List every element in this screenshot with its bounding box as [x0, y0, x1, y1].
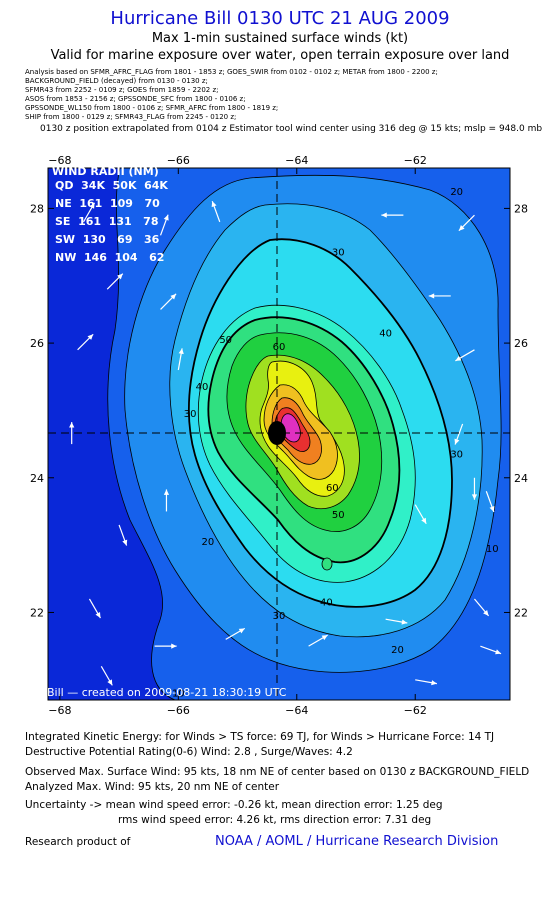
- uncertainty-line-2: rms wind speed error: 4.26 kt, rms direc…: [118, 814, 432, 826]
- x-tick-label-top: −64: [285, 154, 308, 167]
- wind-radii-row-se: SE 161 131 78: [55, 215, 158, 228]
- chart-subtitle-exposure: Valid for marine exposure over water, op…: [50, 48, 510, 63]
- y-tick-label-left: 22: [30, 606, 44, 619]
- source-line: SHIP from 1800 - 0129 z; SFMR43_FLAG fro…: [25, 113, 237, 121]
- x-tick-label-top: −66: [167, 154, 190, 167]
- source-line: ASOS from 1853 - 2156 z; GPSSONDE_SFC fr…: [25, 95, 246, 103]
- wind-arrow: [159, 214, 169, 236]
- wind-arrow: [415, 679, 438, 686]
- research-label: Research product of: [25, 836, 131, 848]
- wind-arrows: [69, 200, 502, 686]
- chart-subtitle-winds: Max 1-min sustained surface winds (kt): [151, 31, 409, 46]
- contour-label: 40: [196, 382, 209, 393]
- y-tick-label-left: 26: [30, 337, 44, 350]
- wind-arrow: [163, 489, 170, 512]
- wind-arrow: [211, 200, 221, 223]
- contour-label: 20: [202, 537, 215, 548]
- noaa-credit-link[interactable]: NOAA / AOML / Hurricane Research Divisio…: [215, 834, 499, 849]
- wind-arrow: [160, 293, 177, 310]
- wind-radii-table: WIND RADII (NM) QD 34K 50K 64K NE 161 10…: [52, 165, 168, 264]
- wind-arrow: [225, 627, 246, 640]
- contour-label: 60: [326, 483, 339, 494]
- credit-label: Bill — created on 2009-08-21 18:30:19 UT…: [47, 686, 287, 699]
- wind-arrow: [485, 491, 495, 513]
- chart-title: Hurricane Bill 0130 UTC 21 AUG 2009: [110, 8, 450, 29]
- contour-label: 40: [379, 328, 392, 339]
- wind-radii-heading: WIND RADII (NM): [52, 165, 159, 178]
- contour-label: 30: [273, 611, 286, 622]
- axis-ticks: −68 −68 −66 −66 −64 −64 −62 −62 22 22 24 24 26 26 28 28: [30, 154, 528, 717]
- wind-arrow: [100, 666, 113, 686]
- x-tick-label-bottom: −64: [285, 704, 308, 717]
- contour-label: 60: [273, 342, 286, 353]
- dpr-line: Destructive Potential Rating(0-6) Wind: …: [25, 746, 353, 758]
- wind-arrow: [177, 348, 184, 371]
- source-line: BACKGROUND_FIELD (decayed) from 0130 - 0…: [25, 77, 208, 85]
- contour-label: 50: [332, 510, 345, 521]
- contour-label: 30: [450, 450, 463, 461]
- extrapolation-note: 0130 z position extrapolated from 0104 z…: [40, 124, 543, 134]
- band-50-island: [321, 557, 333, 571]
- contour-label: 50: [219, 335, 232, 346]
- y-tick-label-right: 24: [514, 472, 528, 485]
- wind-arrow: [77, 333, 94, 351]
- wind-radii-row-nw: NW 146 104 62: [55, 251, 164, 264]
- uncertainty-line-1: Uncertainty -> mean wind speed error: -0…: [25, 799, 443, 811]
- wind-arrow: [381, 212, 404, 218]
- wind-arrow: [83, 202, 96, 223]
- y-tick-label-right: 28: [514, 202, 528, 215]
- wind-arrow: [455, 349, 475, 362]
- wind-arrow: [308, 634, 328, 647]
- wind-arrow: [458, 214, 475, 232]
- y-tick-label-right: 26: [514, 337, 528, 350]
- wind-arrow: [385, 618, 408, 625]
- analyzed-max-line: Analyzed Max. Wind: 95 kts, 20 nm NE of …: [25, 781, 280, 793]
- wind-arrow: [154, 643, 177, 649]
- x-tick-label-bottom: −68: [48, 704, 71, 717]
- x-tick-label-top: −62: [404, 154, 427, 167]
- wind-radii-header: QD 34K 50K 64K: [55, 179, 168, 192]
- source-line: GPSSONDE_WL150 from 1800 - 0106 z; SFMR_…: [25, 104, 279, 112]
- y-tick-label-left: 24: [30, 472, 44, 485]
- x-tick-label-top: −68: [48, 154, 71, 167]
- wind-arrow: [454, 423, 464, 445]
- wind-arrow: [474, 598, 490, 617]
- x-tick-label-bottom: −66: [167, 704, 190, 717]
- plot-frame: [47, 167, 511, 701]
- contour-label: 30: [184, 409, 197, 420]
- x-tick-label-bottom: −62: [404, 704, 427, 717]
- wind-arrow: [428, 293, 451, 299]
- y-tick-label-right: 22: [514, 606, 528, 619]
- wind-arrow: [69, 422, 75, 445]
- y-tick-label-left: 28: [30, 202, 44, 215]
- wind-arrow: [118, 524, 128, 546]
- source-line: SFMR43 from 2252 - 0109 z; GOES from 185…: [25, 86, 219, 94]
- contour-label: 10: [486, 544, 499, 555]
- wind-arrow: [414, 504, 427, 525]
- contour-label: 20: [391, 645, 404, 656]
- wind-radii-row-ne: NE 161 109 70: [55, 197, 160, 210]
- observed-max-line: Observed Max. Surface Wind: 95 kts, 18 n…: [25, 766, 530, 778]
- wind-arrow: [480, 645, 502, 655]
- contour-label: 30: [332, 248, 345, 259]
- wind-radii-row-sw: SW 130 69 36: [55, 233, 160, 246]
- source-line: Analysis based on SFMR_AFRC_FLAG from 18…: [25, 68, 438, 76]
- wind-arrow: [88, 598, 101, 619]
- ike-line: Integrated Kinetic Energy: for Winds > T…: [25, 731, 495, 743]
- contour-label: 40: [320, 598, 333, 609]
- wind-arrow: [471, 477, 478, 500]
- contour-label: 20: [450, 187, 463, 198]
- wind-arrow: [106, 273, 124, 290]
